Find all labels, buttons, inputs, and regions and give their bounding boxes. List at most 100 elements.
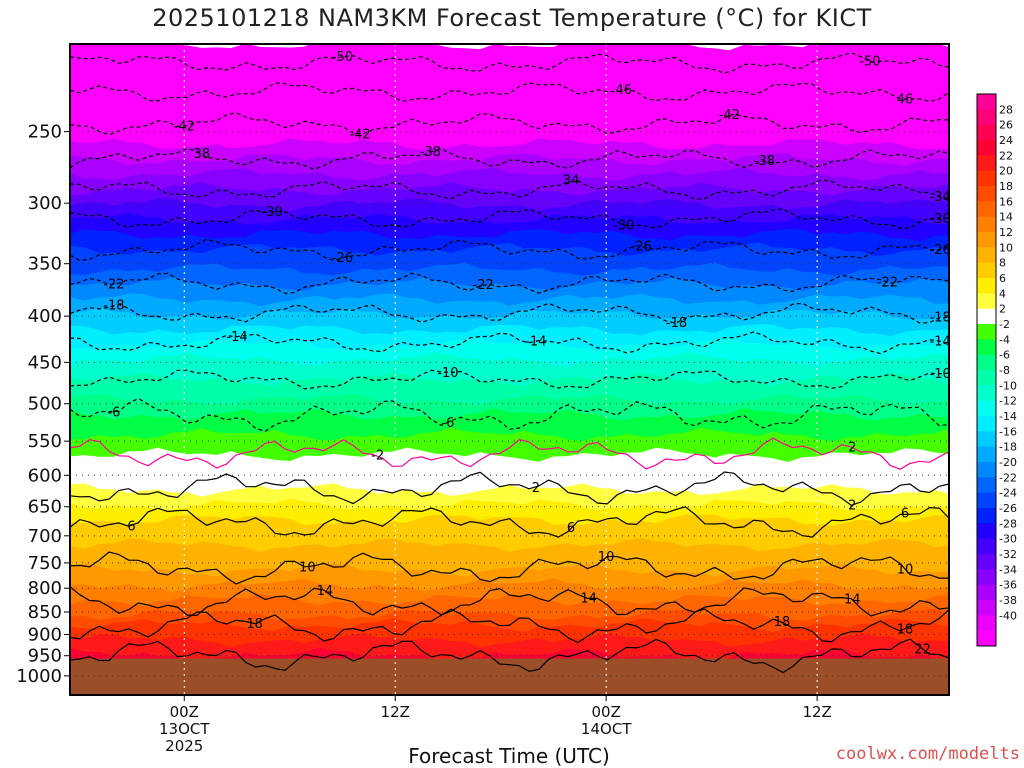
colorbar-swatch [977,584,996,601]
colorbar-label: -24 [999,487,1017,500]
temperature-band [70,498,949,518]
temperature-band [70,368,949,388]
temperature-band [70,548,949,568]
colorbar-swatch [977,308,996,325]
colorbar-label: -38 [999,594,1017,607]
colorbar-label: -26 [999,502,1017,515]
colorbar-label: 12 [999,226,1013,239]
contour-label: 14 [317,584,334,599]
contour-22 [70,638,949,674]
contour--6 [70,397,949,432]
temperature-band [70,262,949,283]
colorbar-swatch [977,94,996,110]
y-tick-label: 450 [28,352,62,373]
y-tick-label: 1000 [16,666,62,687]
contour-label: -14 [226,330,247,345]
x-tick-label: 2025 [165,737,203,755]
contour-label: -18 [930,311,951,326]
contour-label: 46 [897,92,914,107]
contour-label: -30 [262,205,283,220]
colorbar-label: -18 [999,441,1017,454]
colorbar-swatch [977,538,996,555]
plot-frame [69,43,950,696]
temperature-band [70,407,949,428]
contour--34 [70,178,949,202]
colorbar-swatch [977,232,996,248]
temperature-band [70,538,949,559]
y-tick-label: 250 [28,122,62,143]
colorbar-swatch [977,554,996,570]
temperature-band [70,317,949,338]
colorbar-swatch [977,492,996,509]
contour-label: -50 [859,55,880,70]
colorbar-swatch [977,339,996,356]
temperature-band [70,419,949,438]
contour-label: -38 [420,145,441,160]
contour-6 [70,506,949,538]
y-tick-label: 500 [28,394,62,415]
contour-label: -42 [349,128,370,143]
temperature-band [70,107,949,126]
colorbar-swatch [977,431,996,448]
contour--50 [70,52,949,74]
colorbar-label: -30 [999,533,1017,546]
ground-fill [70,658,949,695]
colorbar-swatch [977,508,996,524]
contour--26 [70,238,949,262]
temperature-band [70,242,949,263]
colorbar-label: -40 [999,609,1017,622]
colorbar-label: -12 [999,395,1017,408]
temperature-band [70,447,949,467]
contour-label: 6 [567,521,575,536]
colorbar-label: -2 [999,318,1010,331]
temperature-band [70,86,949,107]
temperature-band [70,324,949,343]
colorbar-swatch [977,370,996,386]
colorbar-label: -32 [999,548,1017,561]
temperature-band [70,613,949,634]
colorbar-label: -10 [999,379,1017,392]
contour-label: 2 [848,499,856,514]
colorbar-label: -6 [999,349,1010,362]
temperature-band [70,598,949,617]
temperature-band [70,153,949,173]
colorbar-label: -36 [999,579,1017,592]
y-tick-label: 550 [28,431,62,452]
contour-label: -34 [930,190,951,205]
contour-label: 6 [901,507,909,522]
temperature-bands [70,44,949,695]
temperature-band [70,173,949,193]
contour-label: -18 [666,316,687,331]
colorbar-swatch [977,569,996,586]
x-tick-label: 00Z [170,703,199,721]
contour-label: 18 [897,622,914,637]
temperature-band [70,593,949,613]
contour-label: -26 [631,239,652,254]
contour-label: -30 [613,218,634,233]
colorbar-label: -20 [999,456,1017,469]
temperature-band [70,443,949,464]
y-axis: 2503003504004505005506006507007508008509… [16,122,70,687]
colorbar-swatch [977,615,996,632]
temperature-band [70,522,949,543]
credit-link[interactable]: coolwx.com/modelts [835,744,1020,764]
colorbar-swatch [977,600,996,616]
x-tick-label: 12Z [802,703,831,721]
contour-label: 2 [532,481,540,496]
colorbar-swatch [977,109,996,126]
temperature-band [70,527,949,548]
colorbar-swatch [977,186,996,202]
colorbar-swatch [977,446,996,463]
colorbar-swatch [977,124,996,141]
temperature-band [70,388,949,408]
temperature-band [70,252,949,273]
colorbar-label: 4 [999,287,1006,300]
colorbar-label: -4 [999,333,1010,346]
colorbar-swatch [977,170,996,187]
contour-label: -50 [332,50,353,65]
temperature-band [70,638,949,658]
contour-label: -38 [754,154,775,169]
y-tick-label: 850 [28,602,62,623]
y-tick-label: 350 [28,254,62,275]
